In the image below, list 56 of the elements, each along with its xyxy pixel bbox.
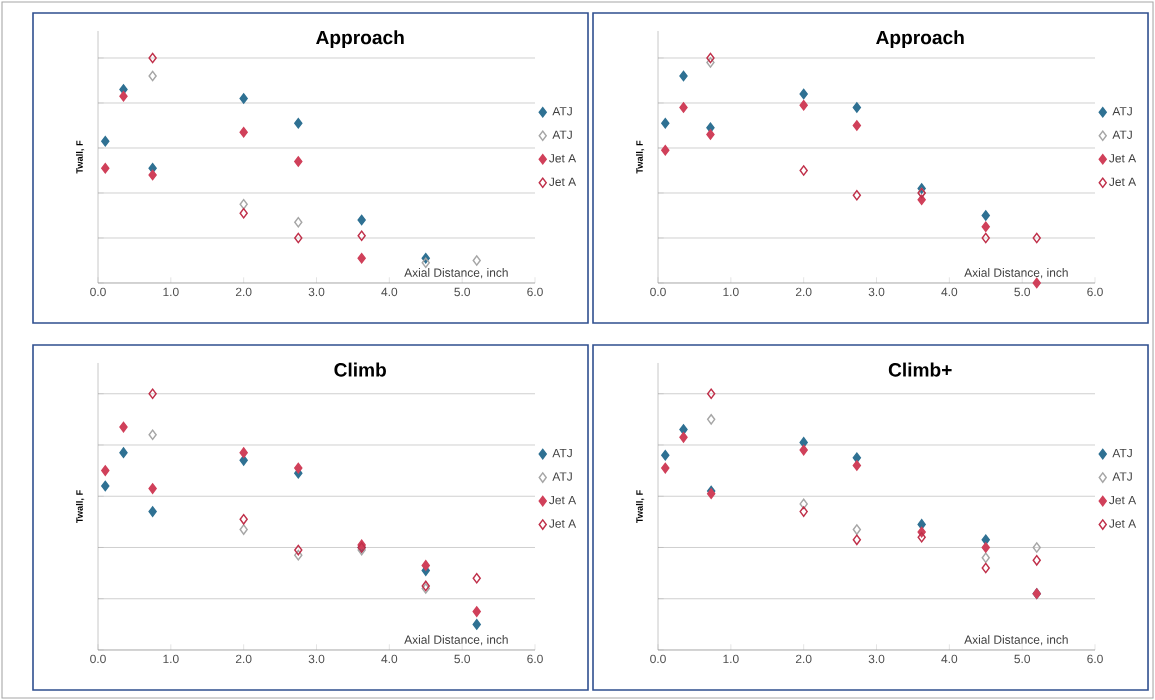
x-axis-title: Axial Distance, inch <box>964 635 1068 646</box>
x-tick-label: 0.0 <box>650 654 666 664</box>
legend-label: ATJ <box>1112 107 1132 116</box>
x-tick-label: 3.0 <box>868 287 885 297</box>
x-tick-label: 2.0 <box>795 287 812 297</box>
x-tick-label: 6.0 <box>1087 654 1103 664</box>
x-tick-label: 3.0 <box>308 287 325 297</box>
x-tick-label: 6.0 <box>1087 287 1103 297</box>
legend-label: ATJ <box>1112 448 1132 458</box>
chart-title: Climb+ <box>888 362 952 377</box>
x-tick-label: 2.0 <box>235 654 252 664</box>
x-tick-label: 3.0 <box>868 654 885 664</box>
x-tick-label: 5.0 <box>454 654 471 664</box>
y-axis-title: Twall, F <box>636 140 645 174</box>
chart-title: Climb <box>334 362 386 377</box>
y-axis-title: Twall, F <box>76 140 85 174</box>
x-tick-label: 0.0 <box>90 654 106 664</box>
legend-label: Jet A <box>549 177 577 186</box>
x-tick-label: 5.0 <box>1014 287 1031 297</box>
x-tick-label: 4.0 <box>381 287 398 297</box>
legend-label: Jet A <box>549 519 577 528</box>
x-tick-label: 1.0 <box>723 654 739 664</box>
x-tick-label: 1.0 <box>163 654 179 664</box>
x-tick-label: 5.0 <box>454 287 471 297</box>
x-tick-label: 6.0 <box>527 654 543 664</box>
x-tick-label: 0.0 <box>650 287 666 297</box>
x-tick-label: 6.0 <box>527 287 543 297</box>
x-axis-title: Axial Distance, inch <box>404 268 508 279</box>
x-tick-label: 1.0 <box>163 287 179 297</box>
legend-label: ATJ <box>552 107 572 116</box>
legend-label: Jet A <box>1109 154 1137 163</box>
x-tick-label: 2.0 <box>235 287 252 297</box>
x-tick-label: 3.0 <box>308 654 325 664</box>
chart-title: Approach <box>316 30 404 49</box>
chart-title: Approach <box>876 30 964 49</box>
x-tick-label: 4.0 <box>941 287 958 297</box>
legend-label: Jet A <box>1109 495 1137 505</box>
x-axis-title: Axial Distance, inch <box>404 635 508 646</box>
y-axis-title: Twall, F <box>636 490 645 524</box>
x-tick-label: 4.0 <box>381 654 398 664</box>
y-axis-title: Twall, F <box>76 490 85 524</box>
legend-label: ATJ <box>552 130 572 139</box>
legend-label: ATJ <box>552 448 572 458</box>
legend-label: ATJ <box>552 472 572 481</box>
x-tick-label: 4.0 <box>941 654 958 664</box>
x-tick-label: 2.0 <box>795 654 812 664</box>
x-tick-label: 1.0 <box>723 287 739 297</box>
legend-label: Jet A <box>1109 177 1137 186</box>
legend-label: ATJ <box>1112 472 1132 481</box>
x-tick-label: 0.0 <box>90 287 106 297</box>
x-axis-title: Axial Distance, inch <box>964 268 1068 279</box>
legend-label: Jet A <box>1109 519 1137 528</box>
x-tick-label: 5.0 <box>1014 654 1031 664</box>
legend-label: Jet A <box>549 154 577 163</box>
legend-label: ATJ <box>1112 130 1132 139</box>
legend-label: Jet A <box>549 495 577 505</box>
